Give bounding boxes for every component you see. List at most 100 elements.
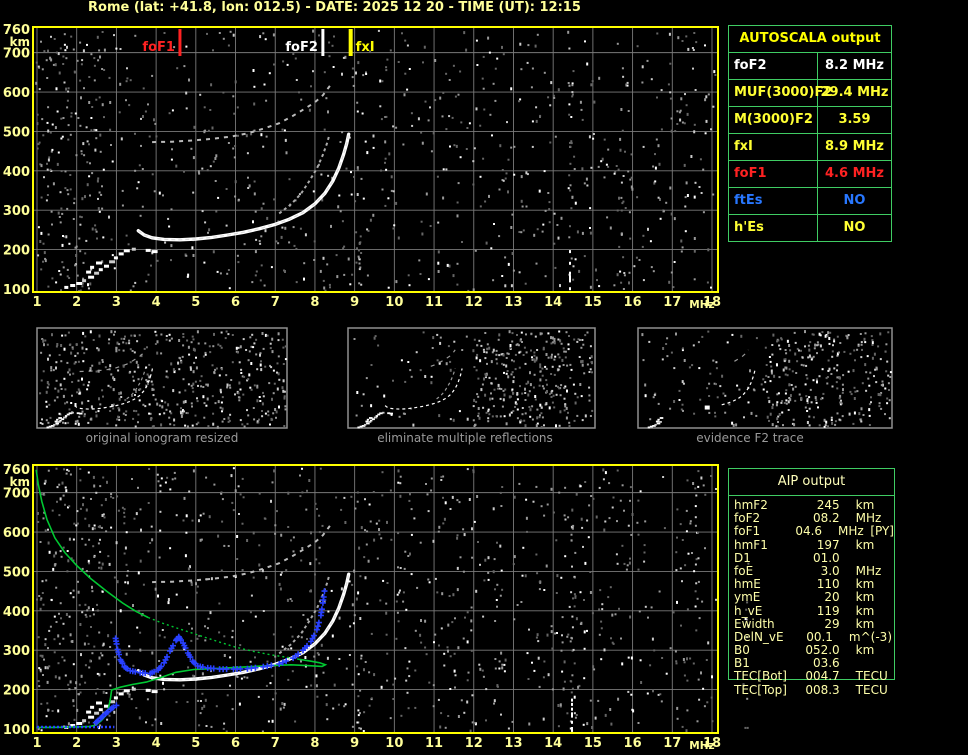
aip-row-foF1: foF1 04.6 MHz [PY] — [729, 525, 894, 538]
aip-output-table: AIP output hmF2 245 km foF2 08.2 MHz foF1 04.6 M… — [728, 468, 895, 696]
svg-text:300: 300 — [3, 644, 30, 659]
svg-text:6: 6 — [231, 295, 240, 310]
autoscala-row-MUF(3000)F2: MUF(3000)F2 29.4 MHz — [729, 80, 891, 107]
svg-text:200: 200 — [3, 684, 30, 699]
param-unit: km — [855, 498, 875, 512]
param-label: foF2 — [729, 53, 818, 79]
param-label: h'Es — [729, 215, 818, 241]
param-unit: TECU — [855, 682, 888, 697]
svg-text:4: 4 — [152, 295, 161, 310]
aip-row-B0: B0 052.0 km — [729, 643, 894, 658]
param-extra — [892, 644, 894, 657]
param-extra — [892, 552, 894, 565]
svg-text:17: 17 — [663, 736, 681, 751]
param-value: 8.9 MHz — [825, 139, 884, 154]
svg-text:9: 9 — [350, 736, 359, 751]
svg-text:17: 17 — [663, 295, 681, 310]
svg-text:760: 760 — [3, 463, 30, 478]
param-label: foF1 — [734, 524, 761, 539]
param-value: 8.2 MHz — [825, 58, 884, 73]
svg-text:16: 16 — [624, 736, 642, 751]
marker-label-foF1: foF1 — [142, 40, 175, 55]
param-extra — [892, 657, 894, 670]
param-value: 00.1 — [806, 629, 833, 644]
svg-text:5: 5 — [191, 295, 200, 310]
svg-text:12: 12 — [465, 295, 483, 310]
svg-text:16: 16 — [624, 295, 642, 310]
param-extra — [892, 499, 894, 512]
svg-text:15: 15 — [584, 295, 602, 310]
svg-text:13: 13 — [504, 295, 522, 310]
param-label: hmF1 — [734, 537, 768, 552]
param-extra — [892, 618, 894, 631]
svg-text:5: 5 — [191, 736, 200, 751]
param-label: TEC[Top] — [734, 682, 787, 697]
aip-row-hmF2: hmF2 245 km — [729, 498, 894, 512]
autoscala-table-header: AUTOSCALA output — [729, 26, 891, 53]
param-extra — [892, 631, 894, 644]
param-label: ftEs — [729, 188, 818, 214]
station-title: Rome (lat: +41.8, lon: 012.5) - DATE: 20… — [88, 0, 581, 15]
param-value: 197 — [816, 537, 840, 552]
svg-text:700: 700 — [3, 47, 30, 62]
param-extra — [892, 591, 894, 604]
aip-row-hmE: hmE 110 km — [729, 577, 894, 592]
param-unit: TECU — [855, 669, 888, 684]
svg-text:9: 9 — [350, 295, 359, 310]
param-extra — [892, 670, 894, 683]
param-label: foE — [734, 563, 754, 578]
svg-text:6: 6 — [231, 736, 240, 751]
param-label: M(3000)F2 — [729, 107, 818, 133]
svg-text:4: 4 — [152, 736, 161, 751]
aip-row-foE: foE 3.0 MHz — [729, 563, 894, 578]
param-value: 119 — [816, 603, 840, 618]
param-value: 20 — [824, 590, 840, 605]
svg-text:11: 11 — [425, 736, 443, 751]
param-value: 052.0 — [805, 643, 840, 658]
param-value: 03.6 — [812, 656, 840, 671]
param-unit: m^(-3) — [848, 629, 892, 644]
param-value: 29.4 MHz — [820, 85, 889, 100]
param-extra — [892, 578, 894, 591]
svg-text:1: 1 — [32, 736, 41, 751]
param-unit: km — [855, 577, 875, 592]
param-unit: km — [855, 643, 875, 658]
autoscala-row-foF1: foF1 4.6 MHz — [729, 161, 891, 188]
aip-row-B1: B1 03.6 — [729, 657, 894, 670]
param-label: B1 — [734, 656, 750, 671]
svg-text:100: 100 — [3, 723, 30, 738]
autoscala-output-table: AUTOSCALA output foF2 8.2 MHz MUF(3000)F2 2… — [728, 25, 892, 242]
param-unit: MHz — [855, 511, 882, 526]
svg-text:2: 2 — [72, 736, 81, 751]
svg-text:3: 3 — [112, 736, 121, 751]
thumbnail-caption-2: eliminate multiple reflections — [377, 431, 553, 445]
marker-label-fxI: fxI — [356, 40, 375, 55]
param-label: Ewidth — [734, 616, 775, 631]
svg-text:100: 100 — [3, 283, 30, 298]
param-value: 3.59 — [838, 112, 871, 127]
param-extra — [892, 684, 894, 697]
svg-text:10: 10 — [385, 736, 403, 751]
param-unit: km — [855, 603, 875, 618]
svg-text:200: 200 — [3, 244, 30, 259]
autoscala-row-M(3000)F2: M(3000)F2 3.59 — [729, 107, 891, 134]
svg-text:8: 8 — [310, 736, 319, 751]
aip-row-Ewidth: Ewidth 29 km — [729, 616, 894, 631]
param-value: 110 — [816, 577, 840, 592]
param-value: 4.6 MHz — [825, 166, 884, 181]
svg-text:500: 500 — [3, 125, 30, 140]
autoscala-row-foF2: foF2 8.2 MHz — [729, 53, 891, 80]
autoscala-row-h'Es: h'Es NO — [729, 215, 891, 241]
param-unit — [840, 552, 892, 565]
thumbnail-caption-1: original ionogram resized — [85, 431, 239, 445]
svg-text:8: 8 — [310, 295, 319, 310]
aip-row-TEC[Bot]: TEC[Bot] 004.7 TECU — [729, 670, 894, 683]
param-label: TEC[Bot] — [734, 669, 787, 684]
aip-row-TEC[Top]: TEC[Top] 008.3 TECU — [729, 682, 894, 697]
param-unit: MHz — [838, 524, 864, 539]
svg-text:600: 600 — [3, 526, 30, 541]
param-label: MUF(3000)F2 — [729, 80, 832, 106]
autoscala-row-ftEs: ftEs NO — [729, 188, 891, 215]
param-value: 245 — [816, 498, 840, 512]
